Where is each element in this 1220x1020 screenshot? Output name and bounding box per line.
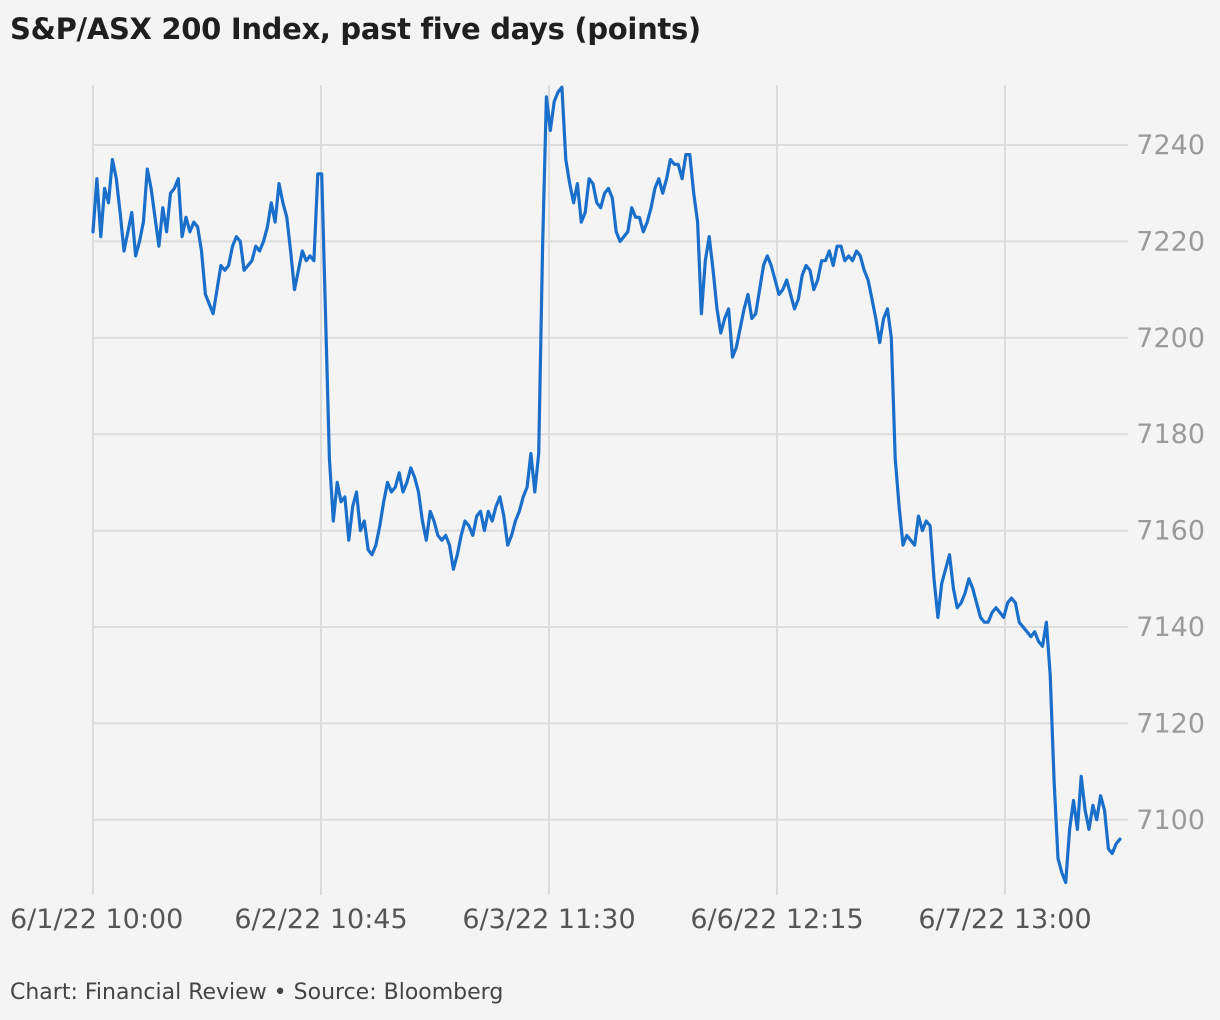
y-tick-label: 7140 — [1136, 612, 1205, 643]
y-tick-label: 7220 — [1136, 226, 1205, 257]
x-tick-label: 6/1/22 10:00 — [10, 904, 183, 935]
vertical-gridlines — [92, 85, 1006, 895]
y-tick-label: 7120 — [1136, 708, 1205, 739]
y-axis-tick-labels: 7100 7120 7140 7160 7180 7200 7220 7240 — [1136, 130, 1205, 836]
line-chart: 7100 7120 7140 7160 7180 7200 7220 7240 6/1/22 … — [10, 85, 1205, 935]
x-tick-label: 6/2/22 10:45 — [234, 904, 407, 935]
horizontal-gridlines — [93, 144, 1128, 821]
chart-footer: Chart: Financial Review • Source: Bloomb… — [10, 980, 504, 1005]
series-group — [91, 85, 1122, 885]
y-tick-label: 7240 — [1136, 130, 1205, 161]
chart-title: S&P/ASX 200 Index, past five days (point… — [10, 12, 701, 46]
y-tick-label: 7160 — [1136, 516, 1205, 547]
y-tick-label: 7100 — [1136, 805, 1205, 836]
y-tick-label: 7180 — [1136, 419, 1205, 450]
y-tick-label: 7200 — [1136, 323, 1205, 354]
x-tick-label: 6/7/22 13:00 — [918, 904, 1091, 935]
x-axis-tick-labels: 6/1/22 10:00 6/2/22 10:45 6/3/22 11:30 6/6/… — [10, 904, 1092, 935]
series-line — [91, 85, 1122, 885]
x-tick-label: 6/6/22 12:15 — [690, 904, 863, 935]
x-tick-label: 6/3/22 11:30 — [462, 904, 635, 935]
